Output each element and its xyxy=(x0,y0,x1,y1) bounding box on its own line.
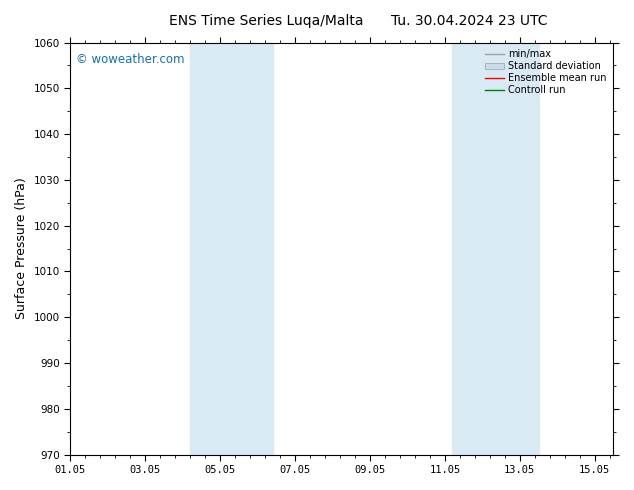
Legend: min/max, Standard deviation, Ensemble mean run, Controll run: min/max, Standard deviation, Ensemble me… xyxy=(483,48,609,97)
Bar xyxy=(452,43,538,455)
Y-axis label: Surface Pressure (hPa): Surface Pressure (hPa) xyxy=(15,178,28,319)
Bar xyxy=(190,43,273,455)
Text: © woweather.com: © woweather.com xyxy=(75,53,184,66)
Text: Tu. 30.04.2024 23 UTC: Tu. 30.04.2024 23 UTC xyxy=(391,14,547,28)
Text: ENS Time Series Luqa/Malta: ENS Time Series Luqa/Malta xyxy=(169,14,363,28)
